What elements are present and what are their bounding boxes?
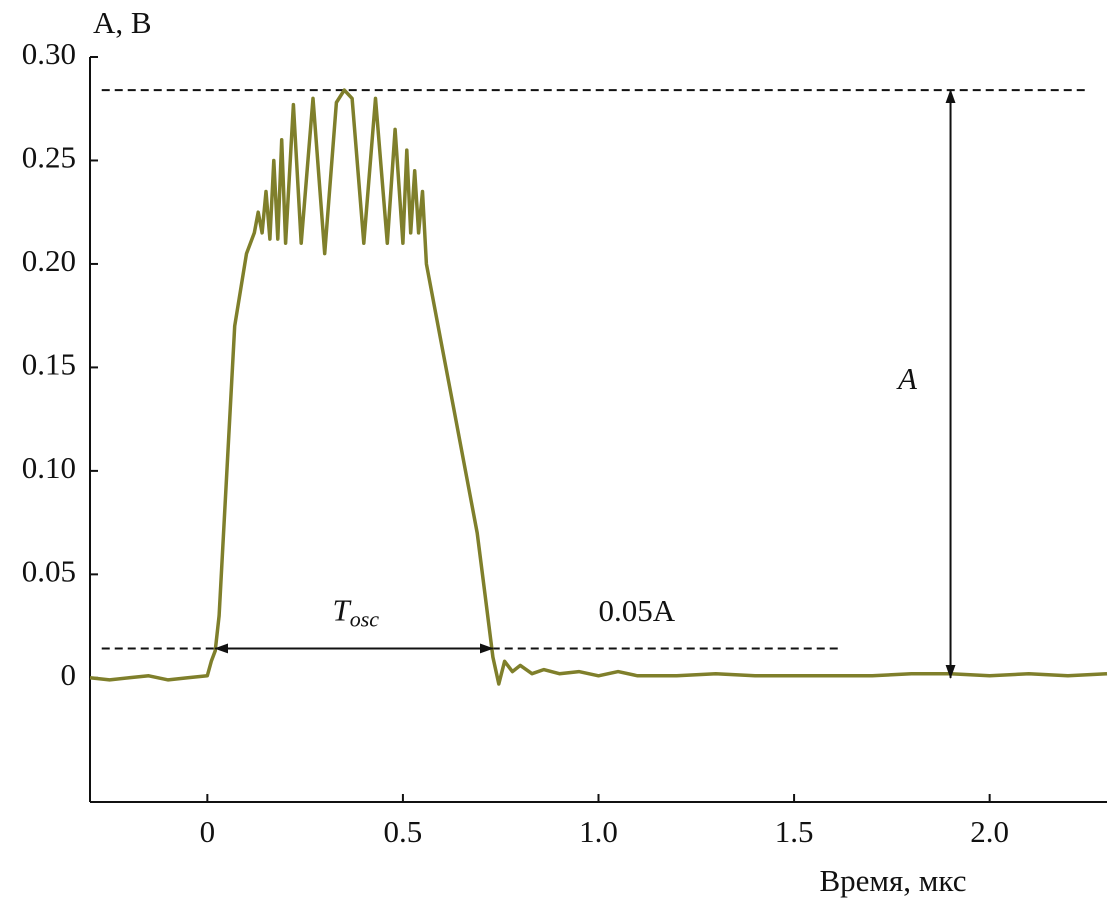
y-axis-label: A, В [93, 5, 152, 40]
y-tick-label: 0.10 [22, 450, 76, 485]
y-tick-label: 0.05 [22, 553, 76, 588]
annotation-main: T [333, 593, 353, 628]
y-tick-label: 0.20 [22, 243, 76, 278]
x-axis-label: Время, мкс [820, 863, 967, 898]
x-tick-label: 0.5 [384, 814, 423, 849]
annotation: A [896, 361, 918, 396]
x-tick-label: 0 [200, 814, 216, 849]
signal-line [89, 88, 1108, 686]
y-tick-label: 0.30 [22, 36, 76, 71]
y-tick-label: 0.15 [22, 347, 76, 382]
annotation-subscript: osc [350, 607, 380, 632]
annotation: Tosc [333, 593, 380, 632]
x-tick-label: 2.0 [970, 814, 1009, 849]
annotation: 0.05A [599, 593, 676, 628]
y-tick-label: 0 [61, 657, 77, 692]
x-tick-label: 1.0 [579, 814, 618, 849]
y-tick-label: 0.25 [22, 140, 76, 175]
x-tick-label: 1.5 [775, 814, 814, 849]
